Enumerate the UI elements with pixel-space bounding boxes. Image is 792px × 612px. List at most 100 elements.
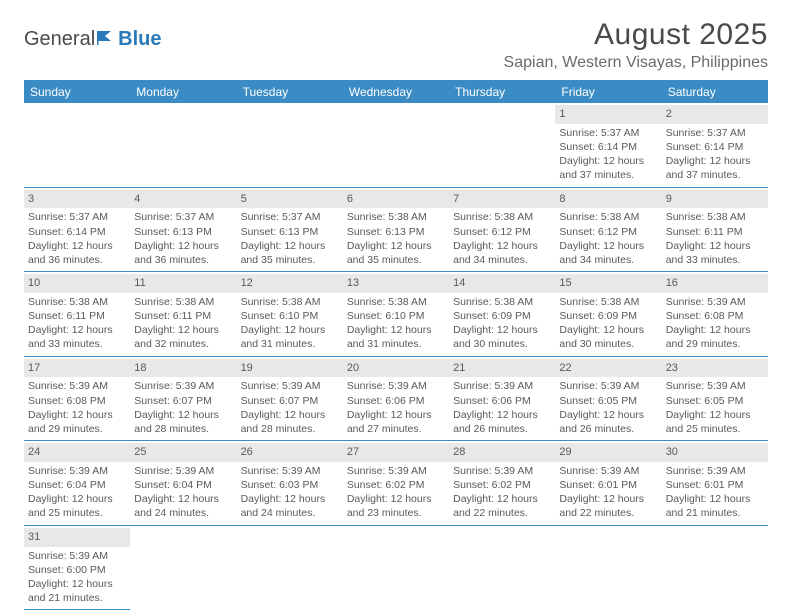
sunset-line: Sunset: 6:10 PM: [241, 309, 339, 323]
calendar-row: 31Sunrise: 5:39 AMSunset: 6:00 PMDayligh…: [24, 525, 768, 610]
sunrise-line: Sunrise: 5:39 AM: [28, 549, 126, 563]
sunrise-line: Sunrise: 5:38 AM: [559, 210, 657, 224]
daylight-line-2: and 26 minutes.: [453, 422, 551, 436]
sunset-line: Sunset: 6:09 PM: [453, 309, 551, 323]
calendar-head: SundayMondayTuesdayWednesdayThursdayFrid…: [24, 81, 768, 104]
calendar-cell: 28Sunrise: 5:39 AMSunset: 6:02 PMDayligh…: [449, 441, 555, 526]
day-number: 24: [24, 443, 130, 462]
sunset-line: Sunset: 6:12 PM: [559, 225, 657, 239]
day-number: 16: [662, 274, 768, 293]
daylight-line-1: Daylight: 12 hours: [347, 239, 445, 253]
calendar-cell: 29Sunrise: 5:39 AMSunset: 6:01 PMDayligh…: [555, 441, 661, 526]
calendar-row: 24 Sunrise: 5:39 AM Sunset: 6:04 PM Dayligh…: [24, 441, 768, 526]
daylight-line-1: Daylight: 12 hours: [134, 323, 232, 337]
calendar-cell: 17Sunrise: 5:39 AMSunset: 6:08 PMDayligh…: [24, 356, 130, 441]
logo-text-1: General: [24, 28, 95, 51]
day-number: 28: [449, 443, 555, 462]
calendar-cell: [130, 525, 236, 610]
sunrise-line: Sunrise: 5:37 AM: [666, 126, 764, 140]
day-number: 25: [130, 443, 236, 462]
day-header: Tuesday: [237, 81, 343, 104]
daylight-line-2: and 29 minutes.: [28, 422, 126, 436]
sunset-line: Sunset: 6:06 PM: [453, 394, 551, 408]
daylight-line-1: Daylight: 12 hours: [559, 154, 657, 168]
daylight-line-2: and 36 minutes.: [28, 253, 126, 267]
day-number: 6: [343, 190, 449, 209]
daylight-line-2: and 34 minutes.: [453, 253, 551, 267]
sunrise-line: Sunrise: 5:38 AM: [453, 210, 551, 224]
daylight-line-2: and 34 minutes.: [559, 253, 657, 267]
logo: General Blue: [24, 28, 162, 51]
daylight-line-2: and 29 minutes.: [666, 337, 764, 351]
sunrise-line: Sunrise: 5:39 AM: [453, 379, 551, 393]
calendar-cell: 22Sunrise: 5:39 AMSunset: 6:05 PMDayligh…: [555, 356, 661, 441]
daylight-line-2: and 33 minutes.: [666, 253, 764, 267]
day-number: 20: [343, 359, 449, 378]
sunrise-line: Sunrise: 5:39 AM: [241, 464, 339, 478]
day-number: 17: [24, 359, 130, 378]
daylight-line-1: Daylight: 12 hours: [28, 323, 126, 337]
sunrise-line: Sunrise: 5:37 AM: [241, 210, 339, 224]
sunset-line: Sunset: 6:11 PM: [134, 309, 232, 323]
daylight-line-1: Daylight: 12 hours: [241, 323, 339, 337]
logo-text-2: Blue: [118, 28, 161, 51]
sunset-line: Sunset: 6:13 PM: [241, 225, 339, 239]
daylight-line-2: and 32 minutes.: [134, 337, 232, 351]
calendar-cell: 26Sunrise: 5:39 AMSunset: 6:03 PMDayligh…: [237, 441, 343, 526]
daylight-line-1: Daylight: 12 hours: [666, 323, 764, 337]
daylight-line-2: and 22 minutes.: [559, 506, 657, 520]
sunset-line: Sunset: 6:03 PM: [241, 478, 339, 492]
daylight-line-1: Daylight: 12 hours: [347, 323, 445, 337]
month-title: August 2025: [504, 18, 768, 52]
title-block: August 2025 Sapian, Western Visayas, Phi…: [504, 18, 768, 72]
sunset-line: Sunset: 6:04 PM: [28, 478, 126, 492]
sunrise-line: Sunrise: 5:39 AM: [666, 464, 764, 478]
day-number: 12: [237, 274, 343, 293]
calendar-cell: [449, 525, 555, 610]
daylight-line-1: Daylight: 12 hours: [666, 492, 764, 506]
day-number: 11: [130, 274, 236, 293]
day-number: 13: [343, 274, 449, 293]
daylight-line-1: Daylight: 12 hours: [241, 408, 339, 422]
daylight-line-1: Daylight: 12 hours: [28, 577, 126, 591]
daylight-line-2: and 30 minutes.: [453, 337, 551, 351]
calendar-cell: 18Sunrise: 5:39 AMSunset: 6:07 PMDayligh…: [130, 356, 236, 441]
daylight-line-2: and 22 minutes.: [453, 506, 551, 520]
calendar-cell: 11Sunrise: 5:38 AMSunset: 6:11 PMDayligh…: [130, 272, 236, 357]
calendar-cell: 8Sunrise: 5:38 AMSunset: 6:12 PMDaylight…: [555, 187, 661, 272]
calendar-cell: 3Sunrise: 5:37 AMSunset: 6:14 PMDaylight…: [24, 187, 130, 272]
sunset-line: Sunset: 6:05 PM: [666, 394, 764, 408]
day-number: 3: [24, 190, 130, 209]
sunset-line: Sunset: 6:11 PM: [666, 225, 764, 239]
daylight-line-2: and 26 minutes.: [559, 422, 657, 436]
calendar-cell: 27Sunrise: 5:39 AMSunset: 6:02 PMDayligh…: [343, 441, 449, 526]
calendar-cell: 12 Sunrise: 5:38 AMSunset: 6:10 PMDayligh…: [237, 272, 343, 357]
sunset-line: Sunset: 6:11 PM: [28, 309, 126, 323]
daylight-line-2: and 35 minutes.: [241, 253, 339, 267]
day-number: 29: [555, 443, 661, 462]
calendar-cell: [343, 525, 449, 610]
sunset-line: Sunset: 6:02 PM: [453, 478, 551, 492]
calendar-cell: 1Sunrise: 5:37 AMSunset: 6:14 PMDaylight…: [555, 103, 661, 187]
daylight-line-2: and 33 minutes.: [28, 337, 126, 351]
sunset-line: Sunset: 6:14 PM: [28, 225, 126, 239]
daylight-line-2: and 36 minutes.: [134, 253, 232, 267]
sunrise-line: Sunrise: 5:38 AM: [453, 295, 551, 309]
sunset-line: Sunset: 6:01 PM: [666, 478, 764, 492]
calendar-cell: 13Sunrise: 5:38 AMSunset: 6:10 PMDayligh…: [343, 272, 449, 357]
calendar-cell: 24Sunrise: 5:39 AMSunset: 6:04 PMDayligh…: [24, 441, 130, 526]
day-number: 4: [130, 190, 236, 209]
calendar-row: 10Sunrise: 5:38 AMSunset: 6:11 PMDayligh…: [24, 272, 768, 357]
daylight-line-1: Daylight: 12 hours: [347, 408, 445, 422]
sunrise-line: Sunrise: 5:39 AM: [666, 379, 764, 393]
sunset-line: Sunset: 6:08 PM: [666, 309, 764, 323]
daylight-line-1: Daylight: 12 hours: [559, 323, 657, 337]
sunrise-line: Sunrise: 5:39 AM: [134, 464, 232, 478]
daylight-line-2: and 28 minutes.: [241, 422, 339, 436]
calendar-row: 17Sunrise: 5:39 AMSunset: 6:08 PMDayligh…: [24, 356, 768, 441]
daylight-line-2: and 25 minutes.: [28, 506, 126, 520]
sunset-line: Sunset: 6:14 PM: [666, 140, 764, 154]
calendar-cell: 4Sunrise: 5:37 AMSunset: 6:13 PMDaylight…: [130, 187, 236, 272]
sunrise-line: Sunrise: 5:38 AM: [347, 210, 445, 224]
sunrise-line: Sunrise: 5:38 AM: [241, 295, 339, 309]
